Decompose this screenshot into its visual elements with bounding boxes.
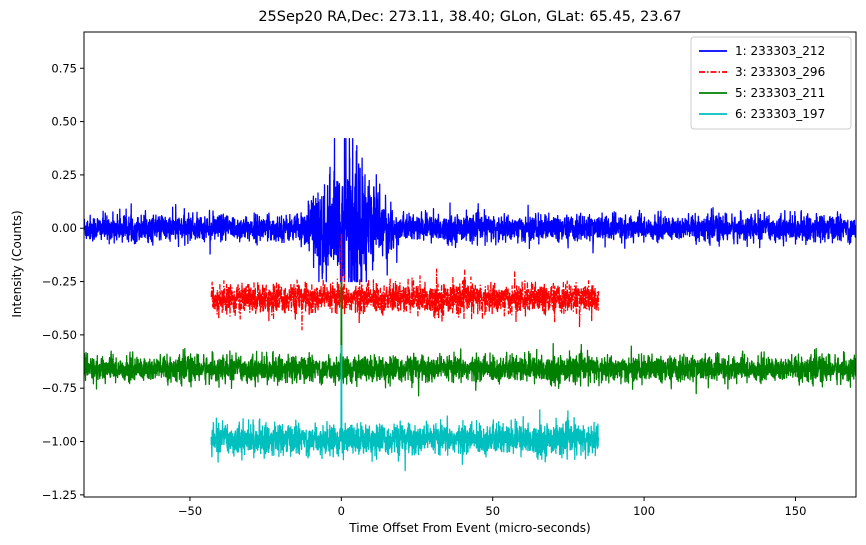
x-tick-label: −50 bbox=[178, 504, 202, 518]
series-line-1 bbox=[84, 138, 856, 283]
y-axis: 0.75 0.50 0.25 0.00 −0.25 −0.50 −0.75 −1.00 −1.2… bbox=[42, 61, 84, 502]
series-line-2 bbox=[210, 233, 600, 331]
x-tick-label: 150 bbox=[784, 504, 806, 518]
x-axis-label: Time Offset From Event (micro-seconds) bbox=[348, 521, 590, 535]
y-tick-label: −0.50 bbox=[42, 328, 77, 342]
y-tick-label: −0.75 bbox=[42, 381, 77, 395]
y-axis-label: Intensity (Counts) bbox=[10, 210, 24, 317]
legend-label: 5: 233303_211 bbox=[735, 86, 825, 100]
x-axis: −50 0 50 100 150 bbox=[178, 497, 806, 518]
x-tick-label: 100 bbox=[633, 504, 655, 518]
chart-title: 25Sep20 RA,Dec: 273.11, 38.40; GLon, GLa… bbox=[258, 9, 681, 25]
y-tick-label: −1.25 bbox=[42, 488, 77, 502]
y-tick-label: −1.00 bbox=[42, 435, 77, 449]
legend-box bbox=[690, 36, 852, 130]
legend-label: 6: 233303_197 bbox=[735, 107, 825, 121]
legend-label: 1: 233303_212 bbox=[735, 44, 825, 58]
plot-frame bbox=[83, 31, 857, 498]
x-tick-label: 50 bbox=[485, 504, 500, 518]
legend-label: 3: 233303_296 bbox=[735, 65, 825, 79]
y-tick-label: 0.75 bbox=[51, 61, 77, 75]
y-tick-label: 0.00 bbox=[51, 221, 77, 235]
series-line-3 bbox=[84, 280, 856, 397]
y-tick-label: 0.25 bbox=[51, 168, 77, 182]
legend: 1: 233303_212 3: 233303_296 5: 233303_211 6… bbox=[690, 36, 852, 130]
x-tick-label: 0 bbox=[338, 504, 345, 518]
y-tick-label: −0.25 bbox=[42, 275, 77, 289]
y-tick-label: 0.50 bbox=[51, 115, 77, 129]
series-line-4 bbox=[210, 344, 600, 472]
